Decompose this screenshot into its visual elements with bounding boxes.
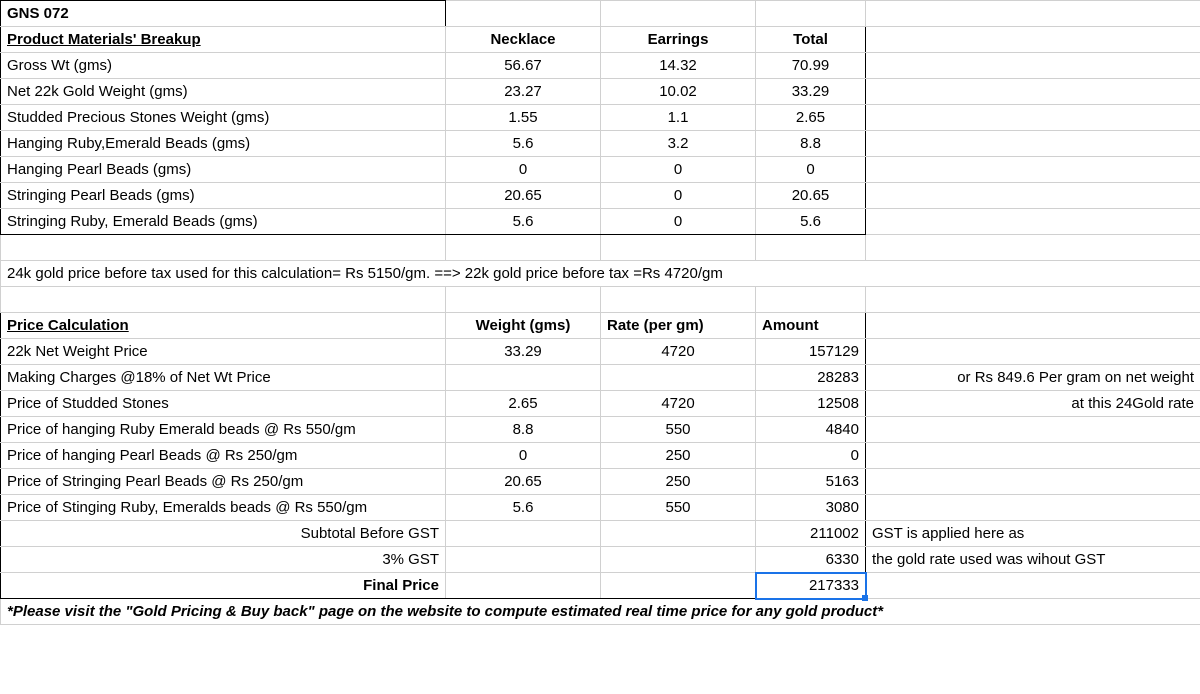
mat-val: 10.02 — [601, 79, 756, 105]
mat-label: Net 22k Gold Weight (gms) — [1, 79, 446, 105]
mat-val: 0 — [446, 157, 601, 183]
price-label: 22k Net Weight Price — [1, 339, 446, 365]
mat-val: 56.67 — [446, 53, 601, 79]
mat-val: 70.99 — [756, 53, 866, 79]
col-total: Total — [756, 27, 866, 53]
subtotal-amount: 211002 — [756, 521, 866, 547]
col-necklace: Necklace — [446, 27, 601, 53]
price-label: Making Charges @18% of Net Wt Price — [1, 365, 446, 391]
col-weight: Weight (gms) — [446, 313, 601, 339]
price-w: 0 — [446, 443, 601, 469]
price-a: 3080 — [756, 495, 866, 521]
price-label: Price of Studded Stones — [1, 391, 446, 417]
price-r: 550 — [601, 417, 756, 443]
final-side — [866, 573, 1200, 599]
price-label: Price of hanging Pearl Beads @ Rs 250/gm — [1, 443, 446, 469]
gst-label: 3% GST — [1, 547, 446, 573]
mat-label: Hanging Ruby,Emerald Beads (gms) — [1, 131, 446, 157]
col-earrings: Earrings — [601, 27, 756, 53]
mat-val: 14.32 — [601, 53, 756, 79]
price-r: 550 — [601, 495, 756, 521]
col-amount: Amount — [756, 313, 866, 339]
mat-val: 5.6 — [446, 209, 601, 235]
final-label: Final Price — [1, 573, 446, 599]
price-side — [866, 495, 1200, 521]
price-a: 157129 — [756, 339, 866, 365]
mat-val: 2.65 — [756, 105, 866, 131]
mat-label: Gross Wt (gms) — [1, 53, 446, 79]
subtotal-label: Subtotal Before GST — [1, 521, 446, 547]
price-label: Price of hanging Ruby Emerald beads @ Rs… — [1, 417, 446, 443]
price-side — [866, 443, 1200, 469]
price-a: 4840 — [756, 417, 866, 443]
price-side — [866, 339, 1200, 365]
price-r: 4720 — [601, 339, 756, 365]
subtotal-side: GST is applied here as — [866, 521, 1200, 547]
spreadsheet[interactable]: GNS 072 Product Materials' Breakup Neckl… — [0, 0, 1200, 625]
price-a: 12508 — [756, 391, 866, 417]
gold-price-note: 24k gold price before tax used for this … — [1, 261, 1200, 287]
mat-val: 3.2 — [601, 131, 756, 157]
price-a: 0 — [756, 443, 866, 469]
mat-val: 5.6 — [446, 131, 601, 157]
price-label: Price of Stringing Pearl Beads @ Rs 250/… — [1, 469, 446, 495]
price-side — [866, 417, 1200, 443]
price-side — [866, 469, 1200, 495]
mat-val: 8.8 — [756, 131, 866, 157]
mat-val: 33.29 — [756, 79, 866, 105]
pricing-header: Price Calculation — [1, 313, 446, 339]
price-w — [446, 365, 601, 391]
mat-val: 1.1 — [601, 105, 756, 131]
mat-label: Hanging Pearl Beads (gms) — [1, 157, 446, 183]
price-w: 33.29 — [446, 339, 601, 365]
final-amount[interactable]: 217333 — [756, 573, 866, 599]
price-r: 250 — [601, 443, 756, 469]
gst-side: the gold rate used was wihout GST — [866, 547, 1200, 573]
materials-header: Product Materials' Breakup — [1, 27, 446, 53]
price-w: 2.65 — [446, 391, 601, 417]
price-label: Price of Stinging Ruby, Emeralds beads @… — [1, 495, 446, 521]
price-a: 28283 — [756, 365, 866, 391]
price-r — [601, 365, 756, 391]
mat-val: 0 — [601, 157, 756, 183]
price-w: 8.8 — [446, 417, 601, 443]
mat-val: 5.6 — [756, 209, 866, 235]
price-r: 250 — [601, 469, 756, 495]
mat-val: 20.65 — [756, 183, 866, 209]
mat-label: Stringing Ruby, Emerald Beads (gms) — [1, 209, 446, 235]
price-w: 5.6 — [446, 495, 601, 521]
mat-label: Studded Precious Stones Weight (gms) — [1, 105, 446, 131]
col-rate: Rate (per gm) — [601, 313, 756, 339]
price-side: or Rs 849.6 Per gram on net weight — [866, 365, 1200, 391]
mat-val: 0 — [601, 183, 756, 209]
price-side: at this 24Gold rate — [866, 391, 1200, 417]
gst-amount: 6330 — [756, 547, 866, 573]
product-code: GNS 072 — [1, 1, 446, 27]
price-w: 20.65 — [446, 469, 601, 495]
price-r: 4720 — [601, 391, 756, 417]
mat-val: 0 — [756, 157, 866, 183]
mat-val: 1.55 — [446, 105, 601, 131]
mat-val: 20.65 — [446, 183, 601, 209]
mat-val: 0 — [601, 209, 756, 235]
mat-val: 23.27 — [446, 79, 601, 105]
price-a: 5163 — [756, 469, 866, 495]
footer-note: *Please visit the "Gold Pricing & Buy ba… — [1, 599, 1200, 625]
mat-label: Stringing Pearl Beads (gms) — [1, 183, 446, 209]
